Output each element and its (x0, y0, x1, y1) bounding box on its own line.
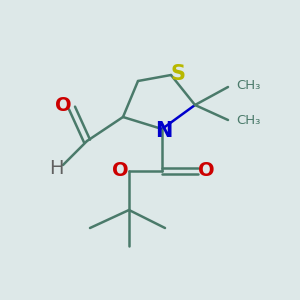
Text: H: H (49, 158, 64, 178)
Text: CH₃: CH₃ (236, 113, 261, 127)
Text: CH₃: CH₃ (236, 79, 261, 92)
Text: S: S (170, 64, 185, 83)
Text: O: O (55, 96, 72, 115)
Text: O: O (198, 161, 215, 181)
Text: O: O (112, 161, 129, 181)
Text: N: N (155, 122, 172, 141)
